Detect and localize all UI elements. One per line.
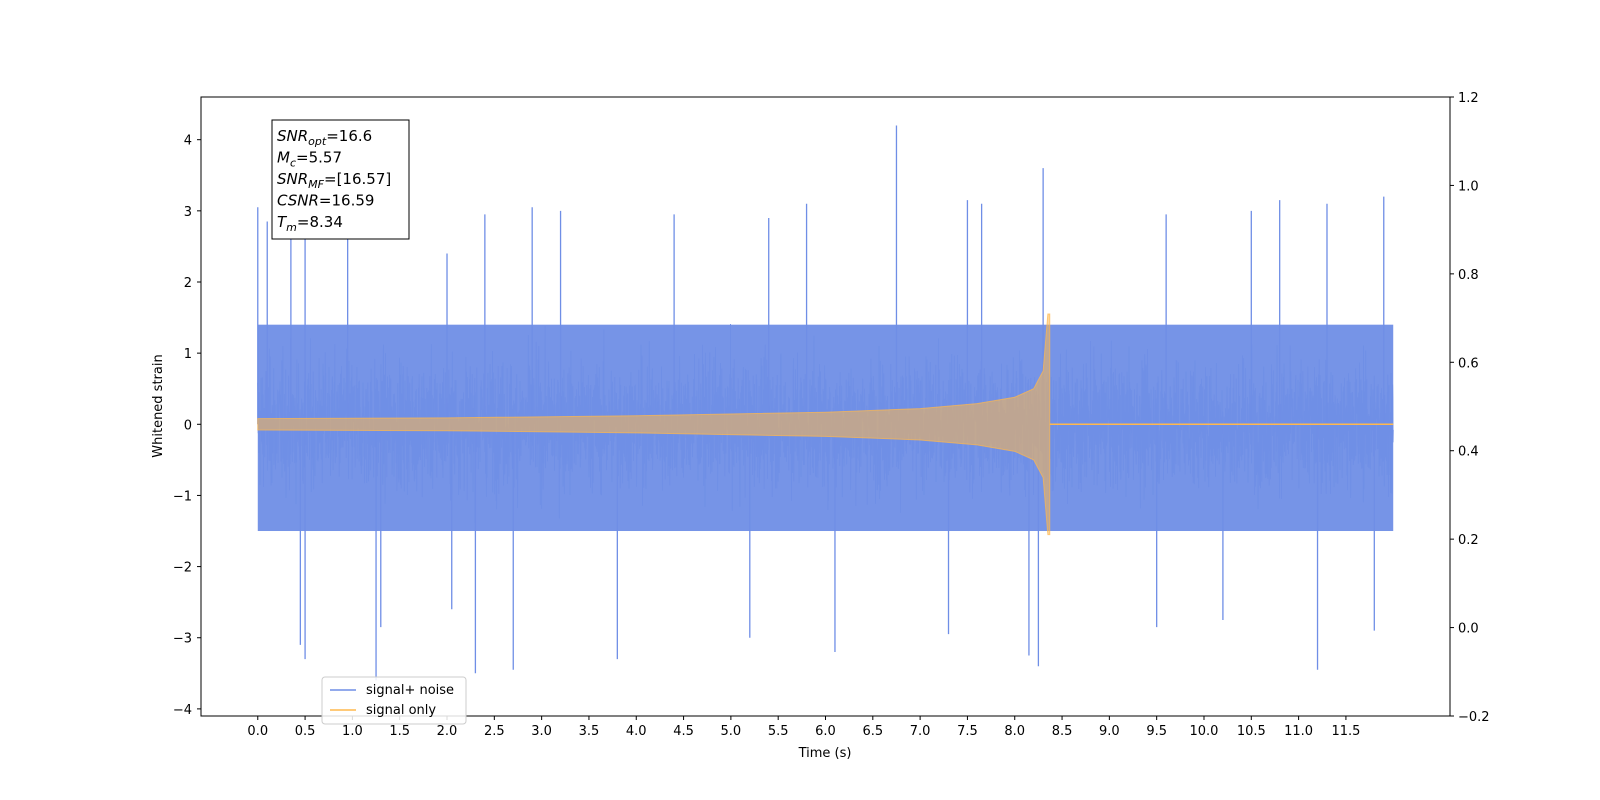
y2-tick-label: 1.0	[1458, 179, 1479, 194]
annotation-line: Tm=8.34	[277, 213, 343, 234]
x-axis: 0.0 0.5 1.0 1.5 2.0 2.5 3.0 3.5 4.0 4.5 5.0 5.5 6.0 6…	[247, 716, 1360, 739]
series-layer	[257, 125, 1394, 681]
x-tick-label: 7.5	[957, 724, 978, 739]
x-tick-label: 0.0	[247, 724, 268, 739]
y-axis-right: −0.2 0.0 0.2 0.4 0.6 0.8 1.0 1.2	[1450, 91, 1490, 725]
x-tick-label: 4.5	[673, 724, 694, 739]
annotation-box: SNRopt=16.6Mc=5.57SNRMF=[16.57]CSNR=16.5…	[271, 119, 410, 240]
x-tick-label: 5.5	[768, 724, 789, 739]
x-tick-label: 10.0	[1190, 724, 1219, 739]
x-tick-label: 3.0	[531, 724, 552, 739]
series-signal-only	[257, 313, 1051, 536]
y2-tick-label: 0.2	[1458, 533, 1479, 548]
x-tick-label: 3.5	[579, 724, 600, 739]
y-tick-label: 3	[184, 205, 192, 220]
y2-tick-label: 0.0	[1458, 622, 1479, 637]
x-tick-label: 1.0	[342, 724, 363, 739]
y2-tick-label: 0.8	[1458, 268, 1479, 283]
annotation-line: CSNR=16.59	[277, 192, 374, 210]
x-tick-label: 6.5	[862, 724, 883, 739]
x-tick-label: 11.0	[1284, 724, 1313, 739]
y-axis-left: −4 −3 −2 −1 0 1 2 3 4	[173, 134, 201, 718]
x-tick-label: 6.0	[815, 724, 836, 739]
y2-tick-label: 0.4	[1458, 445, 1479, 460]
y2-tick-label: 1.2	[1458, 91, 1479, 106]
y2-tick-label: 0.6	[1458, 356, 1479, 371]
y-tick-label: 0	[184, 418, 192, 433]
x-tick-label: 11.5	[1331, 724, 1360, 739]
annotation-line: SNRMF=[16.57]	[277, 170, 391, 191]
x-tick-label: 8.5	[1052, 724, 1073, 739]
x-tick-label: 10.5	[1237, 724, 1266, 739]
y-axis-label: Whitened strain	[151, 354, 166, 457]
x-tick-label: 5.0	[721, 724, 742, 739]
annotation-line: SNRopt=16.6	[277, 127, 372, 148]
x-tick-label: 2.5	[484, 724, 505, 739]
x-tick-label: 7.0	[910, 724, 931, 739]
y-tick-label: −3	[173, 632, 192, 647]
y-tick-label: −2	[173, 561, 192, 576]
legend-label-signal-only: signal only	[366, 703, 436, 718]
annotation-line: Mc=5.57	[277, 149, 342, 170]
x-tick-label: 0.5	[295, 724, 316, 739]
y2-tick-label: −0.2	[1458, 710, 1490, 725]
x-tick-label: 4.0	[626, 724, 647, 739]
y-tick-label: −1	[173, 489, 192, 504]
y-tick-label: 2	[184, 276, 192, 291]
legend-label-signal-noise: signal+ noise	[366, 683, 454, 698]
legend: signal+ noise signal only	[321, 676, 467, 725]
y-tick-label: 4	[184, 134, 192, 149]
x-tick-label: 9.5	[1146, 724, 1167, 739]
x-tick-label: 9.0	[1099, 724, 1120, 739]
x-axis-label: Time (s)	[798, 746, 852, 761]
y-tick-label: 1	[184, 347, 192, 362]
x-tick-label: 8.0	[1004, 724, 1025, 739]
x-tick-label: 1.5	[389, 724, 410, 739]
y-tick-label: −4	[173, 703, 192, 718]
x-tick-label: 2.0	[437, 724, 458, 739]
